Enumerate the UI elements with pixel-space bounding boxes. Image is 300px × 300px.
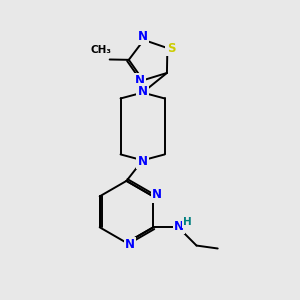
Text: N: N bbox=[135, 74, 145, 87]
Text: S: S bbox=[167, 41, 175, 55]
Text: N: N bbox=[138, 155, 148, 168]
Text: N: N bbox=[174, 220, 184, 233]
Text: H: H bbox=[183, 217, 192, 227]
Text: N: N bbox=[125, 238, 135, 251]
Text: N: N bbox=[138, 31, 148, 44]
Text: N: N bbox=[138, 85, 148, 98]
Text: CH₃: CH₃ bbox=[91, 45, 112, 55]
Text: N: N bbox=[152, 188, 162, 201]
